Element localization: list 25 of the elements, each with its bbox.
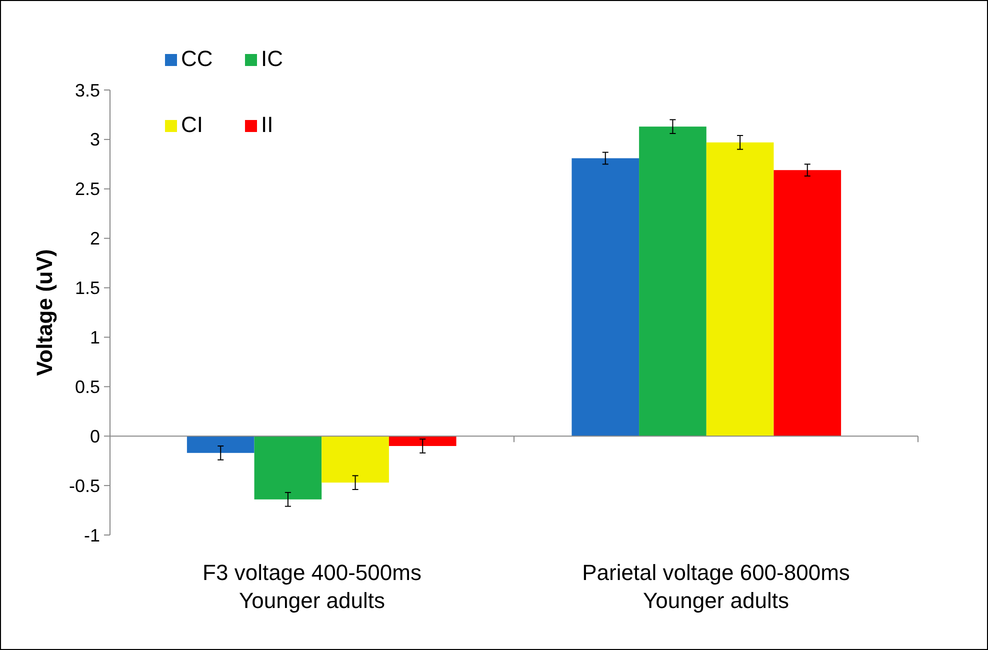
y-tick-label: 0.5 xyxy=(74,376,100,397)
y-tick-label: -0.5 xyxy=(68,476,100,496)
bar xyxy=(254,436,322,500)
y-tick-label: 1.5 xyxy=(74,278,100,298)
legend-label: CC xyxy=(181,46,213,71)
bar xyxy=(572,158,640,436)
x-tick-label: F3 voltage 400-500ms Younger adults xyxy=(202,560,422,613)
y-tick-label: 2.5 xyxy=(74,179,100,200)
bar xyxy=(774,170,842,436)
bar xyxy=(706,142,774,436)
y-axis-title: Voltage (uV) xyxy=(32,249,57,376)
bar xyxy=(186,436,254,453)
bar xyxy=(322,436,389,483)
x-tick-label: Parietal voltage 600-800ms Younger adults xyxy=(582,560,850,613)
y-tick-label: -1 xyxy=(84,525,100,546)
legend-label: II xyxy=(261,112,274,137)
y-tick-label: 3.5 xyxy=(74,80,100,100)
legend-label: IC xyxy=(261,46,284,71)
legend-label: CI xyxy=(181,112,203,137)
y-tick-label: 1 xyxy=(90,328,100,348)
y-tick-label: 2 xyxy=(90,228,100,249)
y-tick-label: 3 xyxy=(90,130,100,150)
y-tick-label: 0 xyxy=(90,426,100,446)
bar xyxy=(639,126,706,436)
bar xyxy=(388,436,456,446)
